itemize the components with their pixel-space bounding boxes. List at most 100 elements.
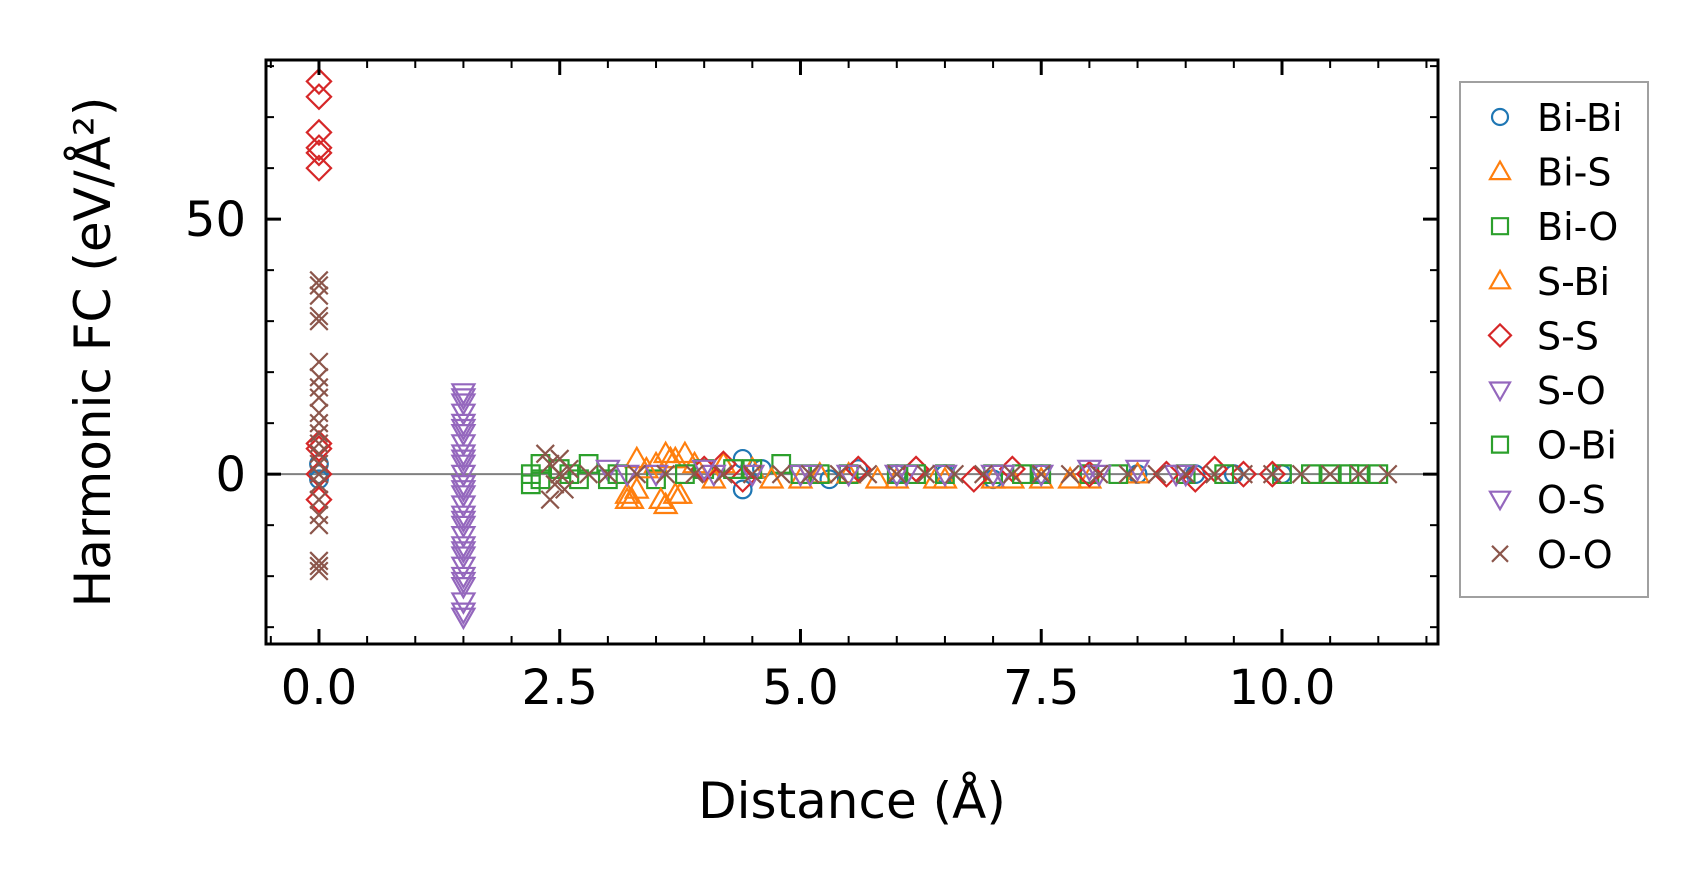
data-point (614, 464, 641, 488)
data-point (619, 486, 645, 510)
plot-frame (264, 58, 1440, 646)
axis-ticks: 0.0 2.5 5.0 7.5 10.0 0 50 (185, 60, 1438, 716)
data-point (305, 134, 333, 162)
data-point (450, 388, 477, 411)
data-point (305, 486, 333, 514)
data-point (623, 445, 650, 469)
data-point (309, 367, 329, 387)
data-point (450, 571, 477, 595)
data-point (309, 490, 329, 510)
data-point (450, 449, 477, 473)
legend-marker-square-icon (1490, 435, 1510, 454)
data-point (932, 464, 958, 488)
data-point (1028, 466, 1055, 489)
data-point (309, 556, 329, 576)
data-point (771, 454, 792, 474)
data-point (1349, 464, 1369, 484)
data-point (1205, 464, 1225, 484)
data-point (579, 464, 599, 484)
data-point (797, 464, 824, 488)
data-point (1031, 464, 1051, 484)
data-point (1108, 464, 1129, 485)
data-point (700, 464, 727, 488)
data-point (309, 311, 329, 331)
data-point (633, 455, 660, 479)
legend: Bi-Bi Bi-S Bi-O S-Bi S-S S-O O-Bi O-S O-O (1459, 81, 1649, 598)
data-point (614, 481, 641, 504)
data-point (309, 561, 329, 581)
data-point (672, 440, 698, 464)
data-point (1060, 464, 1080, 484)
data-point (1086, 464, 1112, 488)
data-point (305, 118, 333, 147)
data-point (545, 474, 565, 494)
data-point (594, 459, 621, 483)
x-tick-label: 0.0 (281, 660, 357, 716)
data-point (305, 67, 333, 96)
data-point (550, 464, 570, 484)
data-point (829, 464, 849, 484)
series-s-o (450, 383, 1199, 631)
data-point (944, 464, 965, 484)
legend-marker-triangle-up-icon (1488, 268, 1512, 290)
data-point (1262, 464, 1282, 484)
data-point (305, 139, 333, 167)
data-point (627, 464, 647, 484)
legend-label: O-Bi (1537, 424, 1617, 468)
data-point (305, 83, 333, 111)
data-point (309, 403, 329, 423)
data-point (450, 577, 477, 600)
data-point (309, 352, 329, 372)
data-point (1378, 464, 1398, 484)
data-point (713, 464, 734, 484)
data-point (652, 440, 679, 464)
data-point (450, 480, 477, 503)
data-point (1028, 464, 1055, 488)
data-points (305, 67, 1398, 631)
data-point (1075, 460, 1104, 488)
data-point (667, 481, 693, 504)
legend-label: S-S (1537, 314, 1599, 358)
data-point (554, 479, 575, 500)
data-point (646, 469, 666, 490)
data-point (309, 515, 329, 535)
data-point (450, 418, 477, 442)
data-point (520, 474, 541, 495)
data-point (450, 510, 477, 534)
data-point (1229, 460, 1258, 488)
legend-frame (1459, 81, 1649, 598)
data-point (1118, 464, 1138, 484)
y-tick-label: 50 (185, 192, 246, 248)
data-point (535, 444, 555, 464)
data-point (800, 464, 820, 484)
data-point (657, 445, 684, 469)
data-point (309, 377, 329, 398)
data-point (309, 388, 329, 408)
data-point (309, 505, 329, 525)
y-tick-label: 0 (215, 447, 246, 503)
data-point (1214, 464, 1235, 485)
data-point (771, 464, 791, 484)
data-point (450, 607, 477, 631)
legend-marker-circle-icon (1490, 107, 1510, 127)
data-point (1339, 464, 1360, 485)
y-axis-label: Harmonic FC (eV/Å²) (64, 97, 122, 608)
data-point (1258, 460, 1287, 488)
legend-label: Bi-Bi (1537, 96, 1623, 140)
legend-label: S-Bi (1537, 260, 1610, 304)
series-o-o (309, 270, 1398, 581)
data-point (305, 429, 333, 458)
data-point (1176, 464, 1196, 484)
data-point (742, 464, 762, 484)
x-tick-label: 5.0 (762, 660, 838, 716)
legend-marker-square-icon (1490, 217, 1510, 236)
data-point (309, 270, 329, 290)
data-point (1002, 464, 1022, 484)
data-point (835, 464, 862, 488)
data-point (309, 423, 329, 443)
series-o-s (450, 388, 1189, 595)
legend-label: O-O (1537, 533, 1613, 577)
x-axis-label: Distance (Å) (698, 772, 1006, 830)
data-point (1124, 460, 1151, 484)
